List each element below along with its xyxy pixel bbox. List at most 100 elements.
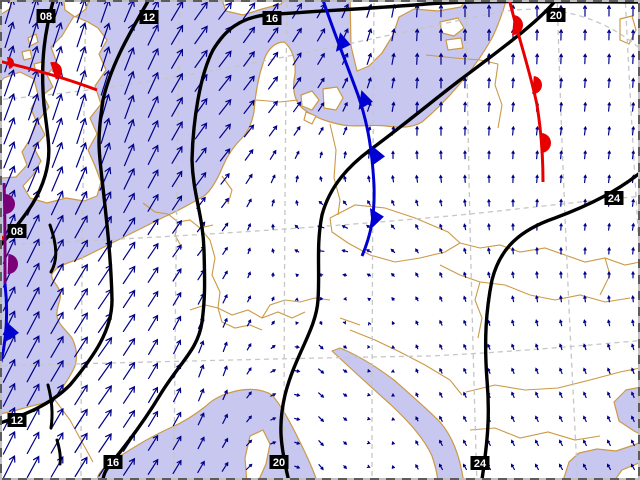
warm-front (0, 57, 98, 92)
wind-arrow (271, 320, 275, 326)
wind-arrow (511, 150, 515, 160)
isoline-label-12: 12 (139, 10, 159, 24)
wind-arrow (559, 270, 563, 279)
wind-arrow (75, 166, 88, 192)
wind-arrow (511, 343, 515, 350)
wind-arrow (366, 440, 371, 445)
isoline-label-20: 20 (269, 455, 289, 469)
wind-arrow (244, 148, 254, 161)
wind-arrow (148, 362, 159, 380)
wind-arrow (511, 367, 515, 374)
wind-arrow (559, 28, 564, 41)
wind-arrow (535, 343, 539, 351)
wind-arrow (2, 455, 16, 479)
warm-front-line (0, 59, 98, 92)
wind-arrow (245, 173, 253, 184)
wind-arrow (100, 142, 111, 168)
wind-arrow (123, 167, 135, 190)
wind-arrow (293, 101, 302, 113)
wind-arrow (463, 319, 467, 326)
wind-arrow (511, 319, 515, 327)
wind-arrow (221, 437, 229, 448)
wind-arrow (511, 295, 515, 303)
wind-arrow (583, 246, 587, 255)
wind-arrow (50, 190, 64, 216)
wind-arrow (293, 125, 301, 136)
wind-arrow (439, 101, 443, 113)
wind-arrow (366, 28, 373, 42)
wind-arrow (439, 367, 443, 374)
isoline-label-08: 08 (7, 224, 27, 238)
wind-arrow (487, 77, 491, 89)
wind-arrow (343, 297, 347, 301)
wind-arrow (221, 197, 230, 208)
wind-arrow (583, 150, 587, 160)
wind-arrow (194, 122, 208, 140)
wind-arrow (222, 246, 228, 255)
wind-arrow (342, 77, 349, 89)
wind-arrow (342, 369, 348, 373)
wind-arrow (390, 272, 395, 277)
wind-arrow (319, 296, 324, 301)
wind-arrow (631, 246, 635, 255)
wind-arrow (27, 141, 40, 169)
wind-arrow (391, 28, 396, 42)
wind-arrow (559, 198, 563, 207)
wind-arrow (270, 369, 277, 373)
wind-arrow (172, 291, 182, 306)
cold-front (0, 283, 19, 363)
wind-arrow (463, 125, 467, 136)
wind-arrow (439, 319, 443, 326)
wind-arrow (122, 289, 136, 309)
wind-arrow (194, 1, 208, 21)
wind-arrow (292, 27, 302, 43)
wind-arrow (147, 23, 159, 46)
wind-arrow (607, 415, 611, 423)
wind-arrow (100, 117, 111, 144)
wind-arrow (122, 241, 136, 261)
wind-arrow (218, 98, 232, 115)
isoline-label-box (269, 455, 289, 469)
wind-arrow (439, 52, 444, 65)
wind-arrow (147, 71, 159, 94)
wind-arrow (294, 224, 300, 230)
wind-arrow (3, 92, 16, 121)
wind-arrow (439, 343, 443, 350)
wind-arrow (607, 150, 611, 160)
country-border (469, 427, 601, 441)
wind-arrow (172, 244, 182, 258)
wind-arrow (607, 4, 611, 17)
wind-arrow (270, 174, 276, 184)
wind-arrow (171, 170, 183, 188)
wind-arrow (439, 391, 443, 398)
wind-arrow (415, 248, 419, 254)
wind-arrow (559, 294, 563, 303)
wind-arrow (74, 312, 88, 334)
wind-arrow (583, 391, 587, 399)
wind-arrow (74, 456, 88, 478)
isoline-label-box (103, 455, 123, 469)
wind-arrow (487, 271, 491, 279)
wind-arrow (391, 150, 395, 159)
wind-arrow (391, 369, 395, 373)
wind-arrow (487, 222, 491, 231)
wind-arrow (52, 117, 64, 145)
wind-arrow (535, 270, 539, 279)
wind-arrow (487, 28, 492, 41)
wind-arrow (292, 52, 302, 66)
wind-arrow (26, 431, 40, 455)
wind-arrow (318, 200, 324, 205)
wind-arrow (246, 439, 253, 447)
wind-arrow (147, 410, 159, 427)
isoline-label-box (7, 413, 27, 427)
isoline-label-08: 08 (36, 9, 56, 23)
wind-arrow (197, 460, 205, 474)
landmass-hebrides-2 (21, 49, 33, 61)
landmass-danish-isle (303, 111, 317, 125)
wind-arrow (439, 439, 443, 446)
wind-arrow (342, 320, 346, 325)
country-border (474, 281, 483, 339)
wind-arrow (535, 52, 540, 65)
wind-arrow (294, 393, 301, 397)
